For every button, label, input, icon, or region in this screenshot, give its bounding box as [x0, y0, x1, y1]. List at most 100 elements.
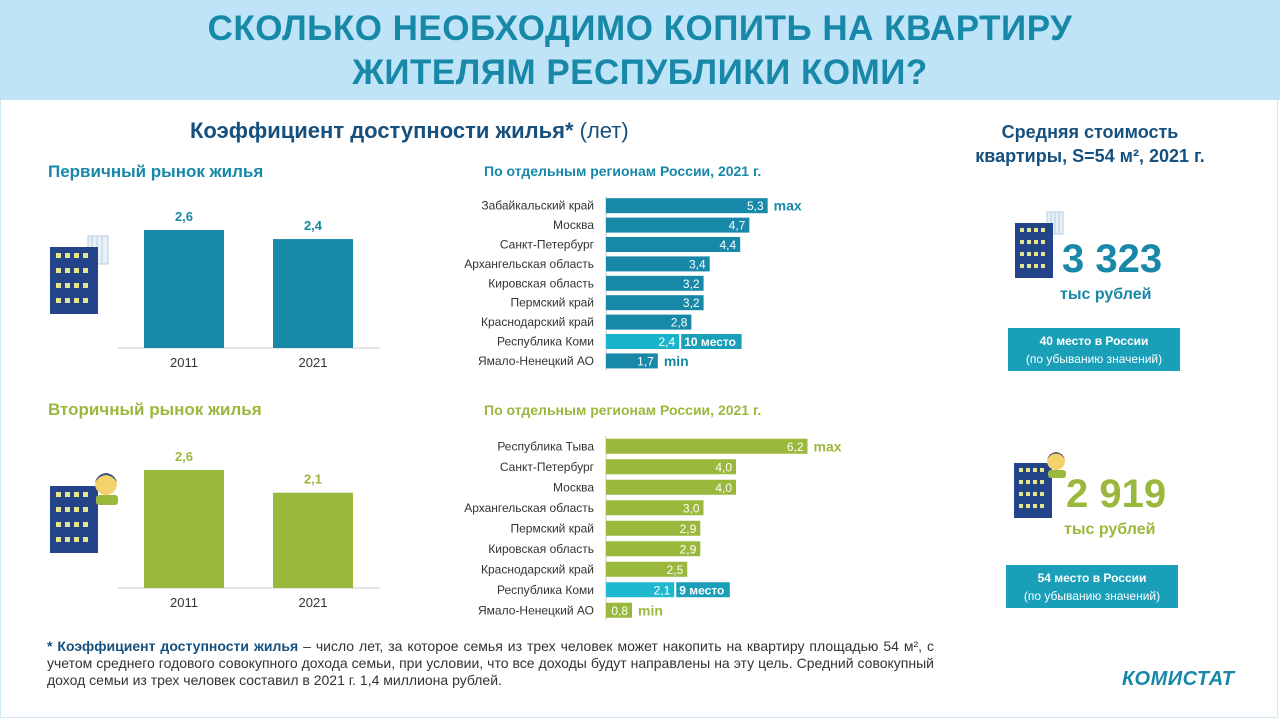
region-bar — [606, 217, 750, 233]
main-title: Коэффициент доступности жилья* (лет) — [190, 118, 629, 144]
footnote: * Коэффициент доступности жилья – число … — [47, 638, 934, 689]
person-icon — [95, 473, 118, 505]
region-label: Забайкальский край — [481, 199, 594, 213]
region-bar — [606, 198, 768, 214]
primary-regions-chart: Забайкальский край 5,3 max Москва 4,7 Санкт-П… — [464, 196, 802, 371]
extreme-annotation: max — [774, 198, 802, 214]
region-bar — [606, 479, 736, 495]
region-bar — [606, 275, 704, 291]
secondary-rank-box: 54 место в России (по убыванию значений) — [1006, 565, 1178, 608]
region-bar — [606, 520, 701, 536]
region-label: Архангельская область — [464, 257, 594, 271]
primary-years-chart: 2,6 2011 2,4 2021 — [118, 209, 380, 370]
region-value-label: 4,0 — [715, 481, 732, 495]
region-bar — [606, 334, 680, 349]
region-label: Кировская область — [488, 276, 594, 290]
region-value-label: 2,9 — [680, 522, 697, 536]
region-value-label: 3,0 — [683, 501, 700, 515]
region-label: Пермский край — [510, 521, 594, 535]
content-frame — [0, 100, 1278, 718]
region-value-label: 0,8 — [611, 604, 628, 618]
region-label: Ямало-Ненецкий АО — [478, 603, 594, 617]
building-icon — [1014, 452, 1066, 518]
bar-2021 — [273, 492, 353, 588]
region-label: Ямало-Ненецкий АО — [478, 354, 594, 368]
primary-price-value: 3 323 — [1062, 237, 1163, 281]
extreme-annotation: max — [814, 438, 842, 454]
bar-2011 — [144, 230, 224, 348]
region-bar — [606, 314, 692, 330]
region-label: Москва — [553, 480, 594, 494]
bar-category-label: 2021 — [299, 355, 328, 370]
secondary-regions-title: По отдельным регионам России, 2021 г. — [484, 402, 762, 418]
region-label: Архангельская область — [464, 501, 594, 515]
bar-2021 — [273, 239, 353, 348]
region-bar — [606, 295, 704, 311]
footnote-text: – число лет, за которое семья из трех че… — [47, 638, 934, 688]
region-bar — [606, 353, 658, 369]
region-value-label: 5,3 — [747, 199, 764, 213]
primary-rank-box: 40 место в России (по убыванию значений) — [1008, 328, 1180, 371]
building-icon — [1015, 211, 1064, 278]
primary-rank-line2: (по убыванию значений) — [1025, 352, 1163, 366]
region-label: Республика Коми — [497, 335, 594, 349]
secondary-rank-line1: 54 место в России — [1037, 571, 1147, 585]
rank-annotation: 10 место — [684, 335, 736, 349]
region-value-label: 4,7 — [729, 219, 746, 233]
komistat-logo: КОМИСТАТ — [1122, 668, 1235, 690]
region-label: Краснодарский край — [481, 315, 594, 329]
building-icon — [50, 235, 109, 314]
region-label: Краснодарский край — [481, 562, 594, 576]
region-value-label: 2,1 — [654, 583, 671, 597]
primary-rank-line1: 40 место в России — [1039, 334, 1149, 348]
secondary-price-unit: тыс рублей — [1064, 521, 1156, 538]
secondary-regions-chart: Республика Тыва 6,2 max Санкт-Петербург 4,0 М… — [464, 436, 842, 621]
rank-annotation: 9 место — [679, 583, 724, 597]
main-title-note: (лет) — [573, 118, 629, 143]
region-value-label: 3,4 — [689, 257, 706, 271]
average-price-title: Средняя стоимость квартиры, S=54 м², 202… — [940, 120, 1240, 168]
region-value-label: 4,0 — [715, 460, 732, 474]
person-icon — [1047, 452, 1066, 478]
bar-value-label: 2,6 — [175, 209, 193, 224]
region-bar — [606, 500, 704, 516]
region-bar — [606, 561, 688, 577]
primary-market-title: Первичный рынок жилья — [48, 162, 264, 181]
bar-2011 — [144, 470, 224, 588]
region-value-label: 4,4 — [720, 238, 737, 252]
region-label: Республика Тыва — [497, 439, 594, 453]
rank-annotation-box — [681, 334, 742, 349]
bar-category-label: 2011 — [170, 355, 198, 370]
extreme-annotation: min — [664, 353, 689, 369]
region-bar — [606, 582, 675, 598]
bar-category-label: 2011 — [170, 595, 198, 610]
header-title-line1: СКОЛЬКО НЕОБХОДИМО КОПИТЬ НА КВАРТИРУ — [207, 9, 1073, 48]
bar-value-label: 2,1 — [304, 472, 322, 487]
building-icon — [50, 473, 118, 553]
rank-annotation-box — [676, 582, 730, 598]
region-label: Кировская область — [488, 542, 594, 556]
region-bar — [606, 256, 710, 272]
bar-value-label: 2,6 — [175, 449, 193, 464]
region-value-label: 2,8 — [671, 316, 688, 330]
region-label: Санкт-Петербург — [500, 238, 595, 252]
footnote-term: * Коэффициент доступности жилья — [47, 638, 299, 654]
primary-price-unit: тыс рублей — [1060, 286, 1152, 303]
secondary-price-value: 2 919 — [1066, 472, 1167, 516]
secondary-years-chart: 2,6 2011 2,1 2021 — [118, 449, 380, 610]
region-label: Москва — [553, 218, 594, 232]
average-price-title-line1: Средняя стоимость — [1001, 122, 1179, 142]
region-value-label: 3,2 — [683, 277, 700, 291]
region-value-label: 2,5 — [667, 563, 684, 577]
header-title-line2: ЖИТЕЛЯМ РЕСПУБЛИКИ КОМИ? — [352, 53, 928, 92]
main-title-text: Коэффициент доступности жилья* — [190, 118, 574, 143]
page-header: СКОЛЬКО НЕОБХОДИМО КОПИТЬ НА КВАРТИРУ ЖИ… — [0, 0, 1280, 100]
region-label: Республика Коми — [497, 583, 594, 597]
secondary-rank-line2: (по убыванию значений) — [1023, 589, 1161, 603]
region-bar — [606, 602, 632, 618]
region-value-label: 6,2 — [787, 440, 804, 454]
bar-value-label: 2,4 — [304, 218, 323, 233]
region-bar — [606, 438, 808, 454]
region-value-label: 2,9 — [680, 542, 697, 556]
region-value-label: 2,4 — [659, 335, 676, 349]
